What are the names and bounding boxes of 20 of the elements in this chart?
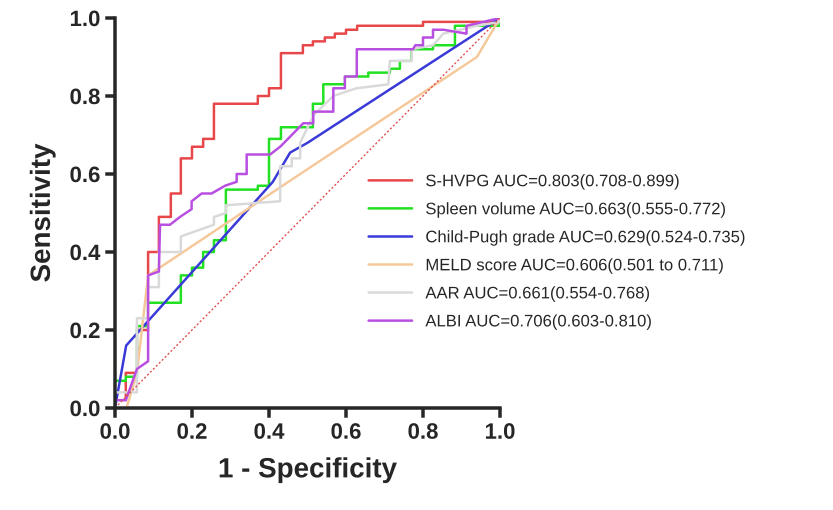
legend-label: MELD score AUC=0.606(0.501 to 0.711) (426, 258, 723, 274)
y-tick-label: 0.8 (70, 88, 100, 104)
legend-label: AAR AUC=0.661(0.554-0.768) (425, 286, 650, 302)
x-tick-label: 1.0 (486, 423, 515, 439)
y-tick-label: 0.6 (70, 166, 100, 182)
x-tick-label: 0.0 (100, 423, 130, 439)
y-tick-label: 0.0 (70, 400, 100, 416)
legend-label: Child-Pugh grade AUC=0.629(0.524-0.735) (426, 230, 744, 246)
y-tick-label: 0.4 (70, 244, 100, 260)
x-tick-label: 0.2 (177, 423, 207, 439)
x-tick-label: 0.4 (254, 423, 284, 439)
x-tick-label: 0.8 (408, 423, 438, 439)
legend-label: S-HVPG AUC=0.803(0.708-0.899) (426, 174, 679, 190)
legend-label: Spleen volume AUC=0.663(0.555-0.772) (426, 202, 725, 218)
y-tick-label: 1.0 (70, 10, 100, 26)
legend-label: ALBI AUC=0.706(0.603-0.810) (425, 314, 651, 330)
y-axis-title: Sensitivity (30, 144, 56, 282)
y-tick-label: 0.2 (70, 322, 100, 338)
x-axis-title: 1 - Specificity (220, 457, 397, 484)
x-tick-label: 0.6 (331, 423, 361, 439)
